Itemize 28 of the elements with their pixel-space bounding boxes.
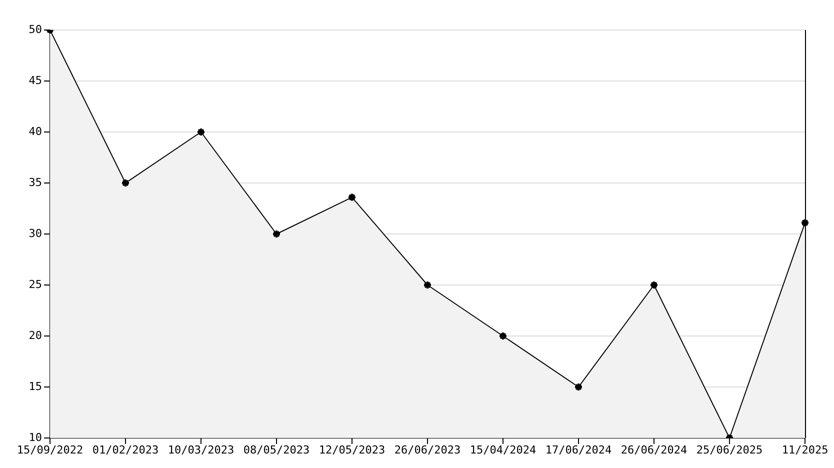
point (498, 332, 508, 340)
point (348, 192, 356, 202)
x-tick-label: 01/02/2023 (92, 443, 159, 456)
point (121, 178, 130, 188)
x-tick-label: 10/03/2023 (168, 443, 234, 456)
x-tick-label: 17/06/2024 (545, 443, 612, 456)
x-tick-label: 26/06/2023 (394, 443, 461, 456)
point (574, 382, 583, 392)
x-tick-label: 11/2025 (782, 443, 828, 456)
y-tick-label: 25 (28, 278, 42, 291)
x-tick-label: 15/04/2024 (470, 443, 536, 456)
x-tick-label: 25/06/2025 (696, 443, 763, 456)
y-tick-label: 10 (28, 430, 42, 444)
x-tick-label: 08/05/2023 (243, 443, 310, 456)
x-tick-label: 26/06/2024 (620, 443, 688, 456)
y-tick-label: 40 (28, 124, 42, 138)
point (423, 280, 432, 290)
x-tick-label: 15/09/2022 (16, 443, 84, 456)
y-tick-label: 50 (28, 22, 42, 36)
point (272, 230, 281, 238)
point (650, 280, 658, 290)
x-tick-label: 12/05/2023 (318, 443, 386, 456)
y-tick-label: 35 (28, 176, 42, 189)
y-tick-label: 30 (28, 226, 42, 240)
y-tick-label: 45 (28, 74, 42, 87)
y-tick-label: 20 (28, 328, 42, 342)
point (196, 128, 206, 136)
y-tick-label: 15 (28, 380, 42, 393)
